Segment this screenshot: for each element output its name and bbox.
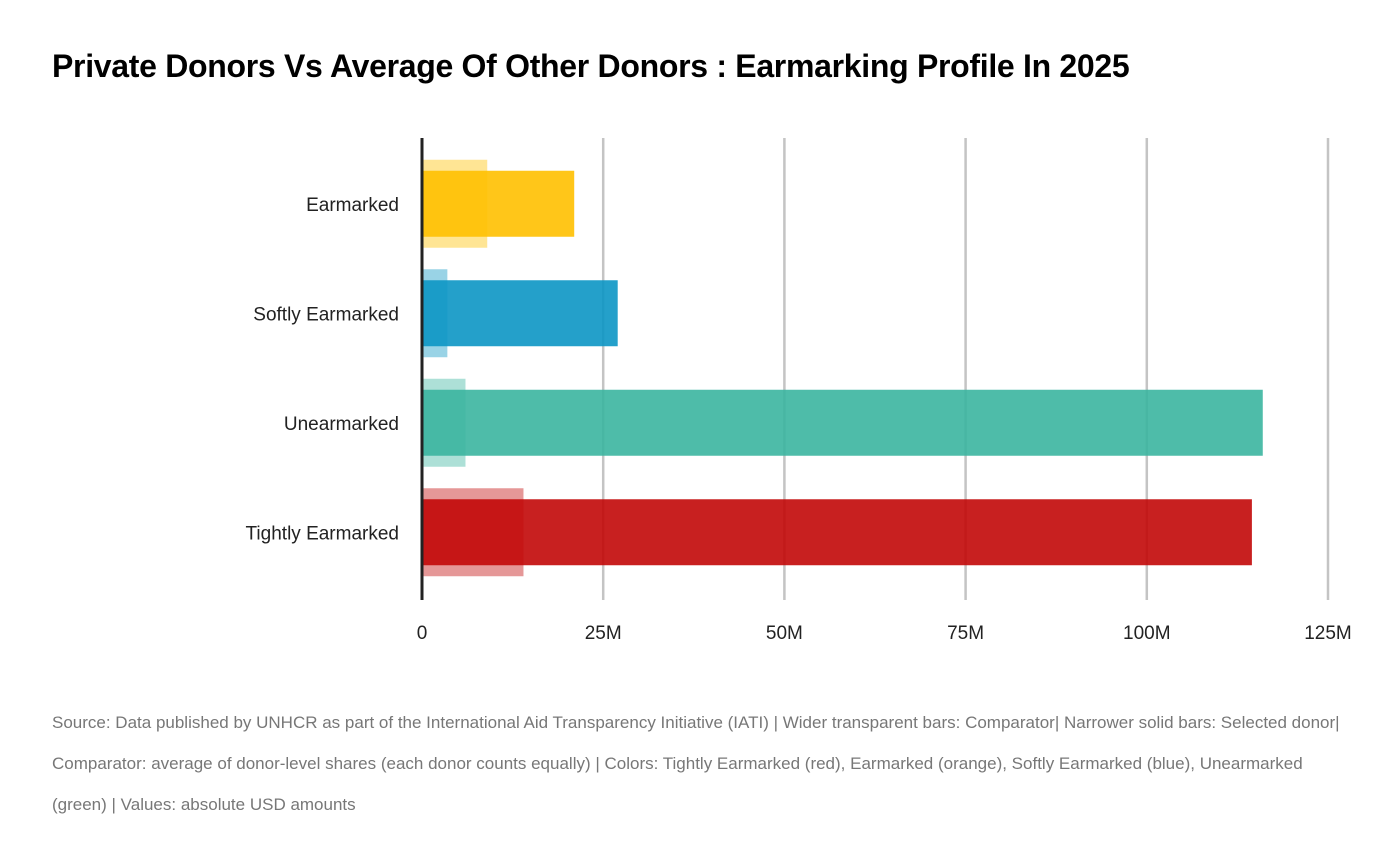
y-category-label: Tightly Earmarked — [246, 523, 399, 544]
selected-donor-bar — [422, 280, 618, 347]
bars — [422, 159, 1263, 577]
selected-donor-bar — [422, 499, 1252, 566]
x-tick-label: 25M — [585, 623, 622, 644]
chart-title: Private Donors Vs Average Of Other Donor… — [52, 48, 1130, 84]
x-tick-label: 75M — [947, 623, 984, 644]
x-tick-label: 50M — [766, 623, 803, 644]
x-tick-label: 100M — [1123, 623, 1171, 644]
y-category-label: Unearmarked — [284, 414, 399, 435]
x-axis-labels: 0 25M 50M 75M 100M 125M — [417, 623, 1352, 644]
selected-donor-bar — [422, 170, 575, 237]
y-category-label: Earmarked — [306, 195, 399, 216]
bar-chart: Earmarked Softly Earmarked Unearmarked Tigh… — [246, 138, 1352, 644]
selected-donor-bar — [422, 389, 1263, 456]
chart-caption: Source: Data published by UNHCR as part … — [52, 713, 1340, 814]
x-tick-label: 125M — [1304, 623, 1352, 644]
y-axis-labels: Earmarked Softly Earmarked Unearmarked Tigh… — [246, 195, 399, 545]
y-category-label: Softly Earmarked — [253, 304, 399, 325]
x-tick-label: 0 — [417, 623, 428, 644]
